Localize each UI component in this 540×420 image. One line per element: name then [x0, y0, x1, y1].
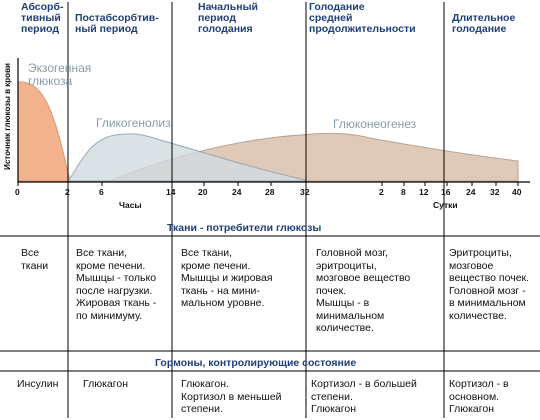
x-tick-label: 16 — [441, 187, 451, 197]
gluconeogenesis-label: Глюконеогенез — [333, 117, 417, 131]
x-tick-label: 12 — [419, 187, 429, 197]
glycogenolysis-area — [67, 133, 306, 182]
hormones-cell-medium-starvation: Кортизол - в большей степени. Глюкагон — [311, 378, 417, 415]
table-rules — [0, 235, 540, 372]
x-tick-label: 28 — [265, 187, 275, 197]
consumers-cell-medium-starvation: Головной мозг, эритроциты, мозговое веще… — [316, 247, 411, 334]
x-tick-label: 2 — [65, 187, 70, 197]
phase-boundaries — [67, 2, 445, 418]
consumers-cell-early-starvation: Все ткани, кроме печени. Мышцы и жировая… — [181, 247, 273, 309]
consumers-cell-prolonged-starvation: Эритроциты, мозговое вещество почек. Гол… — [449, 247, 530, 322]
x-tick-label: 24 — [466, 187, 476, 197]
consumers-cell-postabsorptive: Все ткани, кроме печени. Мышцы - только … — [76, 247, 157, 322]
x-tick-label: 6 — [99, 187, 104, 197]
hormones-title: Гормоны, контролирующие состояние — [155, 357, 357, 369]
exogenous-area — [17, 81, 71, 182]
hormones-cell-absorptive: Инсулин — [17, 378, 59, 390]
x-unit-days: Сутки — [433, 200, 458, 210]
x-tick-label: 24 — [232, 187, 242, 197]
x-tick-label: 32 — [490, 187, 500, 197]
phase-absorptive: Абсорб- тивный период — [21, 1, 64, 35]
x-tick-label: 2 — [379, 187, 384, 197]
x-tick-marks — [17, 182, 519, 186]
x-tick-label: 32 — [300, 187, 310, 197]
y-axis-label: Источник глюкозы в крови — [3, 63, 12, 170]
phase-postabsorptive: Постабсорбтив- ный период — [75, 12, 159, 35]
x-tick-label: 0 — [15, 187, 20, 197]
x-tick-label: 14 — [166, 187, 176, 197]
x-unit-hours: Часы — [119, 200, 142, 210]
exogenous-label: Экзогенная глюкоза — [28, 61, 92, 88]
consumers-cell-absorptive: Все ткани — [21, 247, 49, 272]
phase-prolonged-starvation: Длительное голодание — [452, 12, 516, 35]
x-tick-label: 20 — [198, 187, 208, 197]
x-tick-label: 8 — [401, 187, 406, 197]
hormones-cell-early-starvation: Глюкагон. Кортизол в меньшей степени. — [181, 378, 282, 415]
phase-early-starvation: Начальный период голодания — [198, 1, 258, 35]
consumers-title: Ткани - потребители глюкозы — [167, 222, 322, 234]
hormones-cell-prolonged-starvation: Кортизол - в основном. Глюкагон — [449, 378, 509, 415]
x-tick-label: 40 — [512, 187, 522, 197]
phase-medium-starvation: Голодание средней продолжительности — [309, 1, 416, 35]
glycogenolysis-label: Гликогенолиз — [96, 116, 171, 130]
hormones-cell-postabsorptive: Глюкагон — [83, 378, 128, 390]
